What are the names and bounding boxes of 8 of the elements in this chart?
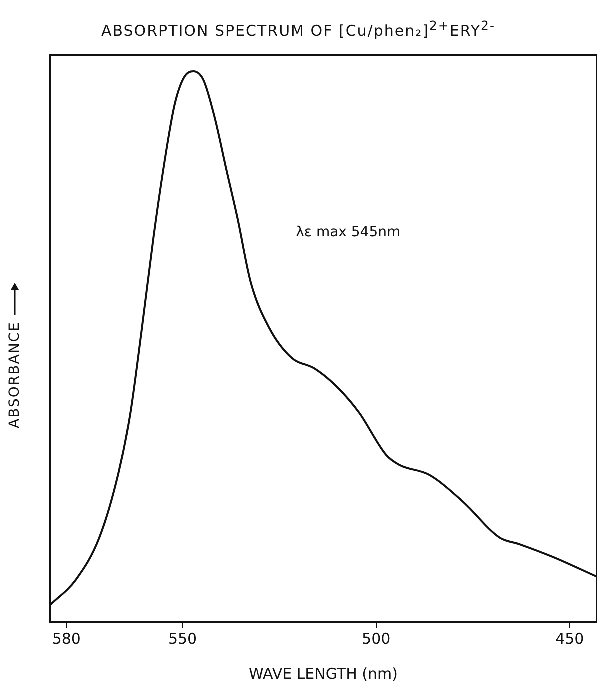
y-axis-title: ABSORBANCE [7, 322, 23, 428]
annotation: λε max 545nm [296, 224, 401, 240]
x-axis-title: WAVE LENGTH (nm) [249, 664, 398, 683]
x-tick-label: 500 [362, 630, 391, 648]
chart-title: ABSORPTION SPECTRUM OF [Cu/phen₂]$^{2+}$ERY$^{2-}$ [100, 18, 496, 40]
x-tick-label: 450 [556, 630, 584, 648]
x-tick-label: 550 [168, 630, 198, 648]
x-tick-label: 580 [52, 630, 81, 648]
